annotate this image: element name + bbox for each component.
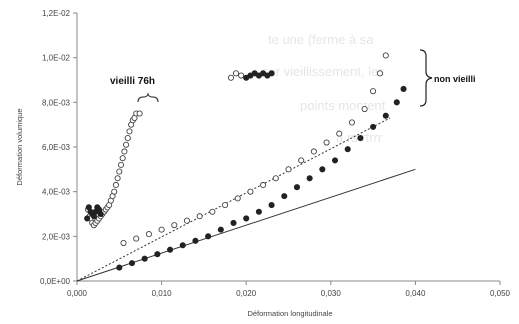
data-point-filled	[370, 123, 377, 130]
data-point-open	[112, 181, 119, 189]
y-axis-ticks: 0,0E+00 2,0E-03 4,0E-03 6,0E-03 8,0E-03 1,0E-…	[40, 9, 77, 286]
data-point-open	[123, 141, 130, 148]
data-point-filled	[97, 210, 104, 218]
x-tick-label: 0,050	[490, 289, 511, 298]
data-point-filled	[84, 215, 91, 222]
data-point-open	[323, 139, 330, 146]
axes	[76, 13, 500, 282]
data-point-filled	[243, 215, 250, 222]
x-tick-label: 0,010	[152, 289, 173, 298]
data-point-open	[124, 135, 131, 142]
data-point-filled	[167, 246, 174, 253]
data-point-open	[171, 222, 178, 229]
annotation-aged-bracket	[137, 92, 159, 103]
y-tick-label: 1,2E-02	[42, 9, 71, 18]
data-point-filled	[393, 99, 400, 106]
x-tick-label: 0,020	[236, 289, 257, 298]
data-point-filled	[319, 166, 326, 173]
reference-line-solid	[76, 168, 416, 282]
data-point-open	[111, 188, 118, 195]
data-point-open	[232, 70, 240, 77]
x-tick-label: 0,030	[321, 289, 342, 298]
x-axis-title: Déformation longitudinale	[247, 309, 332, 318]
x-tick-label: 0,040	[405, 289, 426, 298]
data-point-open	[376, 70, 383, 77]
y-tick-label: 1,0E-02	[42, 54, 71, 63]
background-text-line-1: te une (ferme à sa	[268, 32, 374, 47]
data-point-filled	[281, 193, 288, 200]
data-point-filled	[357, 135, 364, 142]
data-point-open	[238, 72, 245, 79]
data-point-filled	[293, 184, 301, 191]
data-point-open	[221, 202, 229, 209]
data-point-open	[361, 105, 368, 113]
data-point-filled	[128, 260, 136, 267]
data-point-open	[116, 168, 123, 175]
reference-line-dotted	[76, 117, 391, 282]
data-point-open	[121, 148, 128, 155]
data-point-open	[382, 52, 389, 59]
data-point-open	[133, 235, 140, 242]
data-point-open	[310, 148, 317, 155]
data-point-open	[247, 188, 254, 195]
y-tick-label: 0,0E+00	[40, 277, 71, 286]
data-point-filled	[179, 242, 186, 249]
data-point-open	[114, 175, 121, 182]
data-point-filled	[154, 251, 161, 258]
data-points	[84, 52, 407, 271]
data-point-filled	[255, 208, 262, 215]
data-point-open	[209, 208, 216, 215]
data-point-filled	[217, 226, 224, 233]
data-point-open	[196, 213, 203, 220]
data-point-filled	[192, 237, 199, 244]
data-point-open	[126, 128, 133, 135]
annotation-unaged: non vieilli	[419, 49, 476, 107]
data-point-filled	[268, 202, 275, 209]
x-tick-label: 0,000	[67, 289, 88, 298]
y-axis-title: Déformation volumique	[15, 108, 24, 185]
data-point-open	[285, 166, 292, 173]
y-tick-label: 6,0E-03	[42, 143, 71, 152]
data-point-open	[158, 226, 165, 233]
data-point-filled	[382, 112, 389, 119]
background-text-line-3: points montent	[300, 98, 386, 113]
background-text-line-2: sur vieillissement, les	[262, 64, 385, 79]
data-point-open	[348, 119, 356, 126]
y-tick-label: 2,0E-03	[42, 232, 71, 241]
data-point-filled	[141, 255, 148, 262]
data-point-filled	[205, 233, 212, 240]
annotation-aged: vieilli 76h	[110, 76, 159, 103]
data-point-filled	[400, 85, 407, 92]
data-point-open	[298, 157, 305, 164]
data-point-open	[336, 130, 343, 137]
data-point-filled	[116, 264, 123, 271]
data-point-open	[120, 239, 127, 247]
data-point-open	[119, 155, 126, 162]
data-point-open	[260, 181, 267, 189]
data-point-open	[227, 74, 235, 81]
data-point-filled	[331, 157, 339, 164]
data-point-open	[183, 217, 191, 224]
data-point-filled	[268, 70, 275, 77]
annotation-aged-label: vieilli 76h	[110, 76, 155, 87]
data-point-open	[136, 110, 143, 117]
data-point-open	[234, 195, 241, 202]
data-point-filled	[230, 219, 237, 226]
background-text: te une (ferme à sa sur vieillissement, l…	[262, 32, 386, 145]
data-point-filled	[306, 175, 313, 182]
annotation-unaged-label: non vieilli	[434, 74, 476, 84]
x-axis-ticks: 0,000 0,010 0,020 0,030 0,040 0,050	[67, 281, 511, 298]
data-point-open	[370, 88, 377, 95]
data-point-filled	[344, 146, 351, 153]
data-point-open	[117, 161, 125, 168]
annotation-unaged-bracket	[419, 49, 433, 107]
y-tick-label: 4,0E-03	[42, 188, 71, 197]
data-point-open	[145, 231, 152, 238]
y-tick-label: 8,0E-03	[42, 98, 71, 107]
data-point-open	[272, 175, 279, 182]
